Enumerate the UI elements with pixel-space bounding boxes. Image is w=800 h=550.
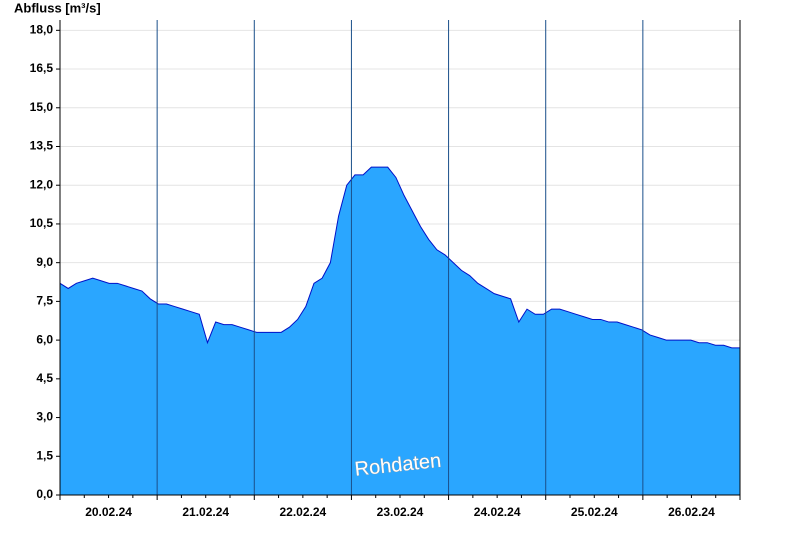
y-tick-label: 6,0 [36,332,53,346]
y-tick-label: 9,0 [36,255,53,269]
y-tick-label: 18,0 [30,22,54,36]
y-tick-label: 7,5 [36,294,53,308]
y-tick-label: 4,5 [36,371,53,385]
x-tick-label: 25.02.24 [571,505,618,519]
y-tick-label: 12,0 [30,177,54,191]
y-tick-label: 16,5 [30,61,54,75]
area-line [59,166,740,349]
chart-title: Abfluss [m³/s] [14,0,101,15]
y-tick-label: 10,5 [30,216,54,230]
y-tick-label: 1,5 [36,448,53,462]
x-tick-label: 21.02.24 [182,505,229,519]
y-tick-label: 13,5 [30,139,54,153]
x-tick-label: 22.02.24 [279,505,326,519]
y-tick-label: 3,0 [36,410,53,424]
x-tick-label: 24.02.24 [474,505,521,519]
x-tick-label: 26.02.24 [668,505,715,519]
x-tick-label: 23.02.24 [377,505,424,519]
y-tick-label: 15,0 [30,100,54,114]
area-fill [60,167,740,495]
x-tick-label: 20.02.24 [85,505,132,519]
y-tick-label: 0,0 [36,487,53,501]
